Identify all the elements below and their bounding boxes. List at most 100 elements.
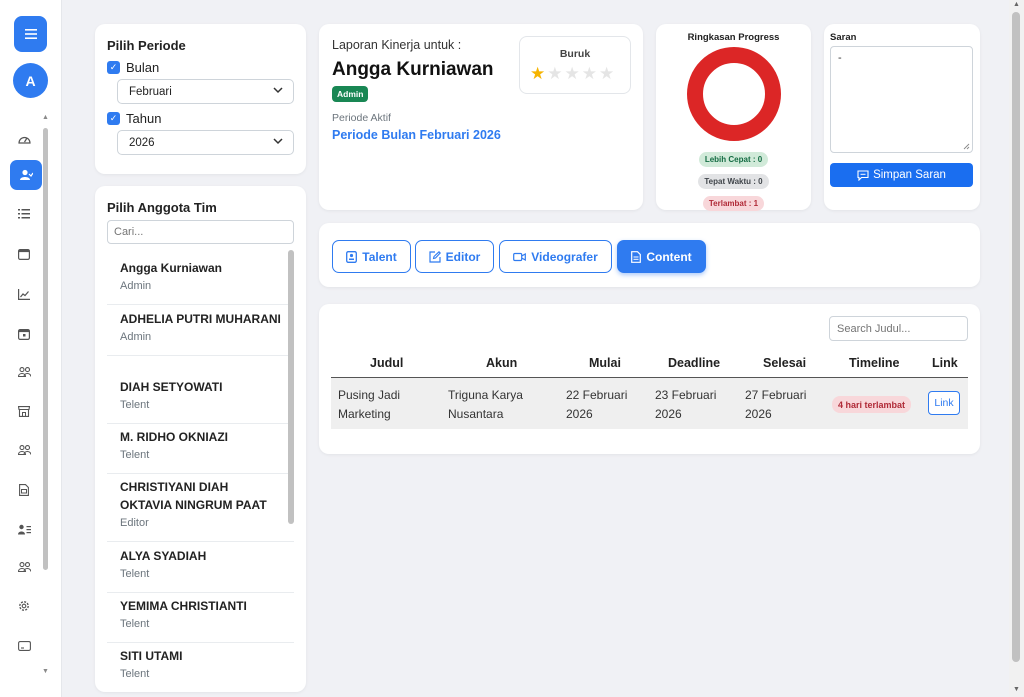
- sidebar: A ▲ ▼: [0, 0, 62, 697]
- tahun-value: 2026: [129, 136, 155, 149]
- bulan-value: Februari: [129, 85, 172, 98]
- tab-content-label: Content: [646, 249, 692, 264]
- column-header-deadline: Deadline: [668, 356, 721, 370]
- tepat-waktu-badge: Tepat Waktu : 0: [698, 174, 769, 189]
- people-icon[interactable]: [14, 557, 34, 577]
- resize-handle-icon: [963, 143, 970, 150]
- member-item[interactable]: Angga Kurniawan Admin: [107, 250, 294, 305]
- bulan-label: Bulan: [126, 60, 160, 75]
- id-badge-icon: [346, 250, 358, 263]
- member-role: Editor: [120, 517, 149, 529]
- tab-editor-label: Editor: [445, 249, 481, 264]
- link-button[interactable]: Link: [928, 391, 960, 415]
- user-icon[interactable]: [10, 160, 42, 190]
- member-search-input[interactable]: [107, 220, 294, 244]
- page-scrollbar[interactable]: ▲ ▼: [1009, 0, 1024, 697]
- tab-talent[interactable]: Talent: [332, 240, 411, 273]
- list-icon[interactable]: [14, 204, 34, 224]
- calendar-icon[interactable]: [14, 244, 34, 264]
- file-text-icon: [631, 250, 642, 263]
- gear-icon[interactable]: [14, 596, 34, 616]
- member-role: Telent: [120, 399, 150, 411]
- tahun-label: Tahun: [126, 111, 162, 126]
- sidebar-scroll-up-icon[interactable]: ▲: [42, 114, 49, 121]
- member-name: YEMIMA CHRISTIANTI: [120, 599, 247, 613]
- saran-textarea[interactable]: -: [830, 46, 973, 153]
- person-list-icon[interactable]: [14, 519, 34, 539]
- member-name: CHRISTIYANI DIAH OKTAVIA NINGRUM PAAT: [120, 480, 267, 512]
- dashboard-icon[interactable]: [14, 128, 34, 148]
- member-list-scrollbar[interactable]: [288, 250, 294, 524]
- document-icon[interactable]: [14, 480, 34, 500]
- avatar[interactable]: A: [13, 63, 48, 98]
- tab-editor[interactable]: Editor: [415, 240, 494, 273]
- cell-mulai: 22 Februari 2026: [566, 388, 628, 421]
- saran-text: -: [838, 52, 842, 64]
- cell-deadline: 23 Februari 2026: [655, 388, 717, 421]
- progress-card: Ringkasan Progress Lebih Cepat : 0 Tepat…: [656, 24, 811, 211]
- member-role: Telent: [120, 618, 150, 630]
- rating-box: Buruk ★ ★ ★ ★ ★: [519, 36, 631, 94]
- progress-legend: Lebih Cepat : 0 Tepat Waktu : 0 Terlamba…: [656, 149, 811, 211]
- column-header-judul: Judul: [370, 356, 404, 370]
- tab-content[interactable]: Content: [617, 240, 706, 273]
- calendar-event-icon[interactable]: [14, 324, 34, 344]
- rating-label: Buruk: [559, 48, 591, 60]
- scroll-up-icon[interactable]: ▲: [1013, 1, 1020, 8]
- bulan-checkbox[interactable]: ✓ Bulan: [107, 60, 159, 75]
- laporan-name: Angga Kurniawan: [332, 59, 494, 80]
- sidebar-scroll-down-icon[interactable]: ▼: [42, 668, 49, 675]
- sidebar-scrollbar[interactable]: [43, 128, 48, 570]
- member-name: DIAH SETYOWATI: [120, 380, 223, 394]
- scroll-down-icon[interactable]: ▼: [1013, 686, 1020, 693]
- hamburger-icon[interactable]: [14, 16, 47, 52]
- member-item[interactable]: ALYA SYADIAH Telent: [107, 538, 294, 593]
- checkbox-check-icon: ✓: [107, 112, 120, 125]
- member-role: Telent: [120, 449, 150, 461]
- periode-aktif-value: Periode Bulan Februari 2026: [332, 128, 501, 142]
- member-item[interactable]: YEMIMA CHRISTIANTI Telent: [107, 588, 294, 643]
- timeline-badge: 4 hari terlambat: [832, 396, 912, 413]
- tahun-select[interactable]: 2026: [117, 130, 294, 155]
- member-item[interactable]: DIAH SETYOWATI Telent: [107, 369, 294, 424]
- cell-akun: Triguna Karya Nusantara: [448, 388, 523, 421]
- store-icon[interactable]: [14, 401, 34, 421]
- laporan-subtitle: Laporan Kinerja untuk :: [332, 38, 462, 52]
- progress-title: Ringkasan Progress: [687, 32, 780, 43]
- column-header-selesai: Selesai: [763, 356, 807, 370]
- card-icon[interactable]: [14, 636, 34, 656]
- member-name: Angga Kurniawan: [120, 261, 223, 275]
- pencil-square-icon: [429, 250, 441, 263]
- member-name: ALYA SYADIAH: [120, 549, 207, 563]
- checkbox-check-icon: ✓: [107, 61, 120, 74]
- chart-icon[interactable]: [14, 284, 34, 304]
- star-icon: ★: [547, 64, 563, 83]
- simpan-saran-label: Simpan Saran: [873, 169, 946, 181]
- simpan-saran-button[interactable]: Simpan Saran: [830, 163, 973, 187]
- people-icon[interactable]: [14, 440, 34, 460]
- judul-search-input[interactable]: [829, 316, 968, 341]
- member-item[interactable]: CHRISTIYANI DIAH OKTAVIA NINGRUM PAAT Ed…: [107, 469, 294, 542]
- tahun-checkbox[interactable]: ✓ Tahun: [107, 111, 161, 126]
- people-icon[interactable]: [14, 362, 34, 382]
- column-header-mulai: Mulai: [589, 356, 621, 370]
- member-item[interactable]: M. RIDHO OKNIAZI Telent: [107, 419, 294, 474]
- periode-card: Pilih Periode ✓ Bulan Februari ✓ Tahun 2…: [95, 24, 306, 174]
- chevron-down-icon: [273, 86, 283, 96]
- member-name: M. RIDHO OKNIAZI: [120, 430, 228, 444]
- bulan-select[interactable]: Februari: [117, 79, 294, 104]
- anggota-title: Pilih Anggota Tim: [107, 200, 217, 215]
- tab-videografer[interactable]: Videografer: [499, 240, 612, 273]
- progress-donut: [687, 47, 781, 141]
- tab-talent-label: Talent: [362, 249, 397, 264]
- lebih-cepat-badge: Lebih Cepat : 0: [698, 152, 769, 167]
- member-role: Admin: [120, 331, 152, 343]
- rating-stars: ★ ★ ★ ★ ★: [530, 64, 616, 84]
- page-scrollbar-thumb[interactable]: [1012, 12, 1020, 662]
- member-item[interactable]: ADHELIA PUTRI MUHARANI Admin: [107, 301, 294, 356]
- member-name: SITI UTAMI: [120, 649, 183, 663]
- saran-title: Saran: [830, 32, 857, 43]
- member-item[interactable]: SITI UTAMI Telent: [107, 638, 294, 692]
- member-role: Admin: [120, 280, 152, 292]
- star-icon: ★: [564, 64, 580, 83]
